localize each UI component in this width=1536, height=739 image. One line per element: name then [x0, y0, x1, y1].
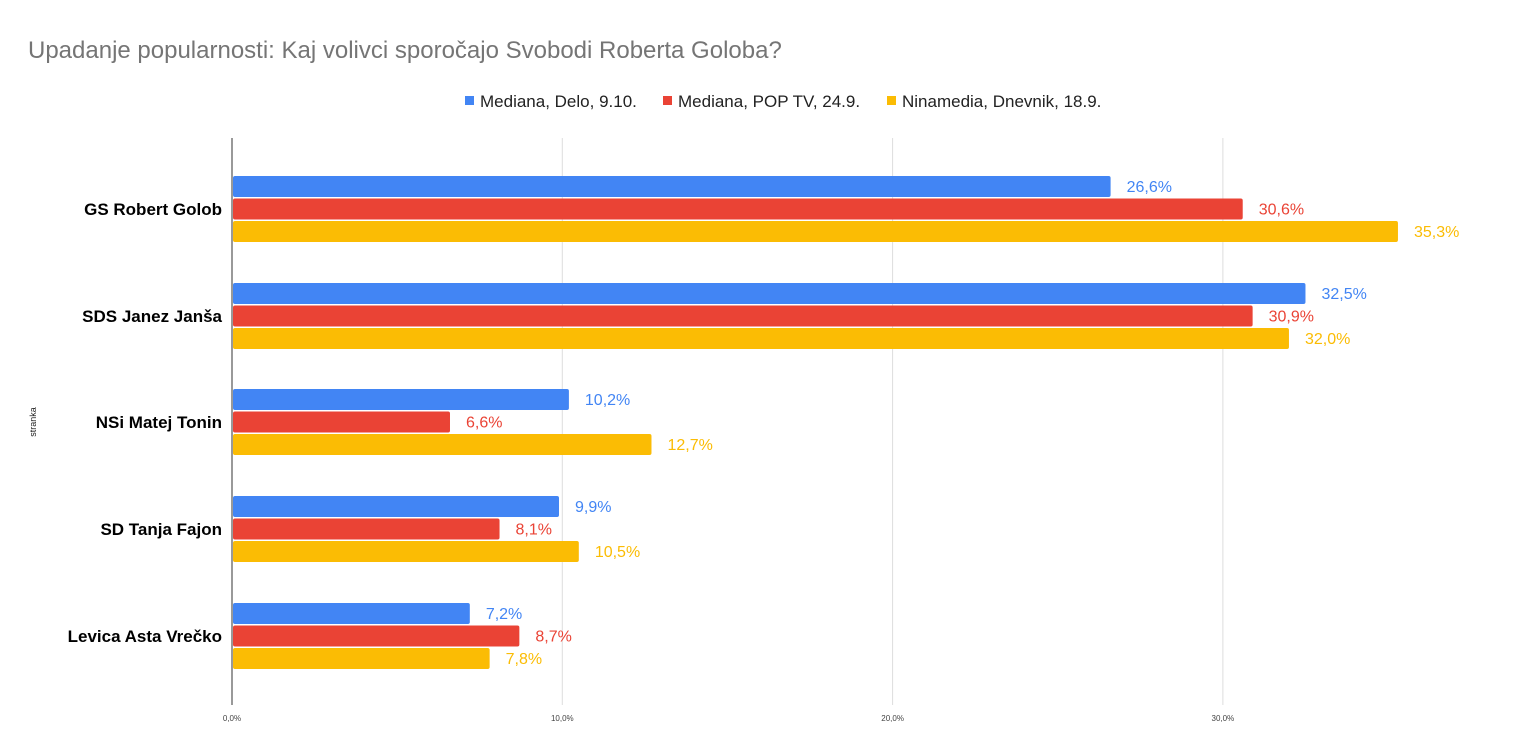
- data-label: 7,2%: [486, 606, 522, 623]
- bar: [233, 305, 1253, 327]
- x-tick-label: 30,0%: [1212, 714, 1235, 723]
- x-tick-label: 10,0%: [551, 714, 574, 723]
- data-label: 26,6%: [1127, 179, 1172, 196]
- bar: [233, 541, 579, 562]
- data-label: 32,0%: [1305, 331, 1350, 348]
- bar: [233, 328, 1289, 349]
- bars: 26,6% 30,6% 35,3% 32,5% 30,9% 32,0% 10,2% 6,6% 1…: [233, 176, 1459, 669]
- y-axis-label: stranka: [28, 407, 38, 437]
- data-label: 8,7%: [535, 629, 571, 646]
- bar: [233, 434, 652, 455]
- bar: [233, 648, 490, 669]
- category-labels: GS Robert Golob SDS Janez Janša NSi Matej …: [68, 200, 223, 646]
- legend-label: Ninamedia, Dnevnik, 18.9.: [902, 92, 1101, 111]
- legend: Mediana, Delo, 9.10. Mediana, POP TV, 24.…: [465, 92, 1101, 111]
- bar: [233, 389, 569, 410]
- bar: [233, 625, 520, 647]
- data-label: 10,2%: [585, 392, 630, 409]
- data-label: 12,7%: [667, 437, 712, 454]
- legend-swatch: [465, 96, 474, 105]
- data-label: 10,5%: [595, 544, 640, 561]
- bar: [233, 603, 470, 624]
- data-label: 30,9%: [1269, 309, 1314, 326]
- bar: [233, 221, 1398, 242]
- bar: [233, 283, 1306, 304]
- category-label: SD Tanja Fajon: [100, 520, 222, 539]
- data-label: 7,8%: [506, 651, 542, 668]
- data-label: 32,5%: [1321, 286, 1366, 303]
- data-label: 30,6%: [1259, 202, 1304, 219]
- legend-label: Mediana, Delo, 9.10.: [480, 92, 637, 111]
- bar: [233, 496, 559, 517]
- x-tick-label: 0,0%: [223, 714, 241, 723]
- data-label: 35,3%: [1414, 224, 1459, 241]
- chart-title: Upadanje popularnosti: Kaj volivci sporo…: [28, 37, 782, 64]
- category-label: Levica Asta Vrečko: [68, 627, 222, 646]
- data-label: 9,9%: [575, 499, 611, 516]
- bar: [233, 176, 1111, 197]
- category-label: NSi Matej Tonin: [96, 413, 222, 432]
- data-label: 8,1%: [516, 522, 552, 539]
- legend-swatch: [663, 96, 672, 105]
- data-label: 6,6%: [466, 415, 502, 432]
- bar: [233, 411, 450, 433]
- bar: [233, 518, 500, 540]
- bar: [233, 198, 1243, 220]
- legend-label: Mediana, POP TV, 24.9.: [678, 92, 860, 111]
- legend-swatch: [887, 96, 896, 105]
- x-tick-label: 20,0%: [881, 714, 904, 723]
- category-label: GS Robert Golob: [84, 200, 222, 219]
- category-label: SDS Janez Janša: [82, 307, 222, 326]
